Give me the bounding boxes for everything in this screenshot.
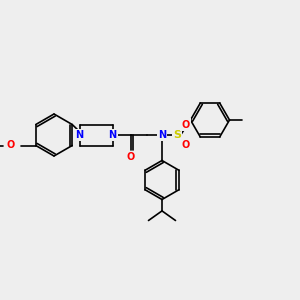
Text: N: N: [108, 130, 117, 140]
Text: O: O: [6, 140, 14, 151]
Text: O: O: [181, 119, 190, 130]
Text: N: N: [75, 130, 84, 140]
Text: S: S: [173, 130, 181, 140]
Text: N: N: [158, 130, 166, 140]
Text: O: O: [126, 152, 135, 163]
Text: O: O: [181, 140, 190, 151]
